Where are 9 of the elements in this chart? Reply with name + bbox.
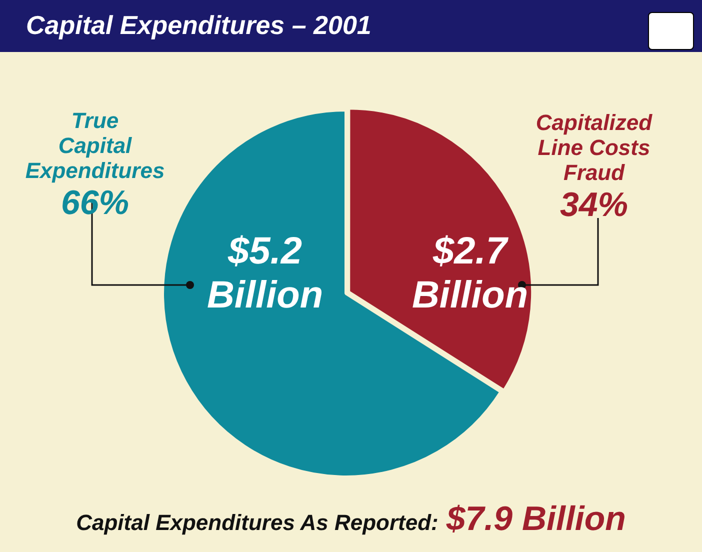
data-label: 34% <box>558 185 630 225</box>
slice-label: True Capital Expenditures <box>25 108 165 183</box>
slice-label: Capitalized Line Costs Fraud <box>536 110 652 185</box>
text: $7.9 Billion <box>446 500 626 538</box>
text: Capital Expenditures As Reported: <box>76 510 438 535</box>
text: $5.2 Billion <box>206 230 324 316</box>
text: $2.7 Billion <box>412 230 528 316</box>
data-label: 66% <box>60 183 130 223</box>
chart-title: Capital Expenditures – 2001 <box>26 10 372 41</box>
